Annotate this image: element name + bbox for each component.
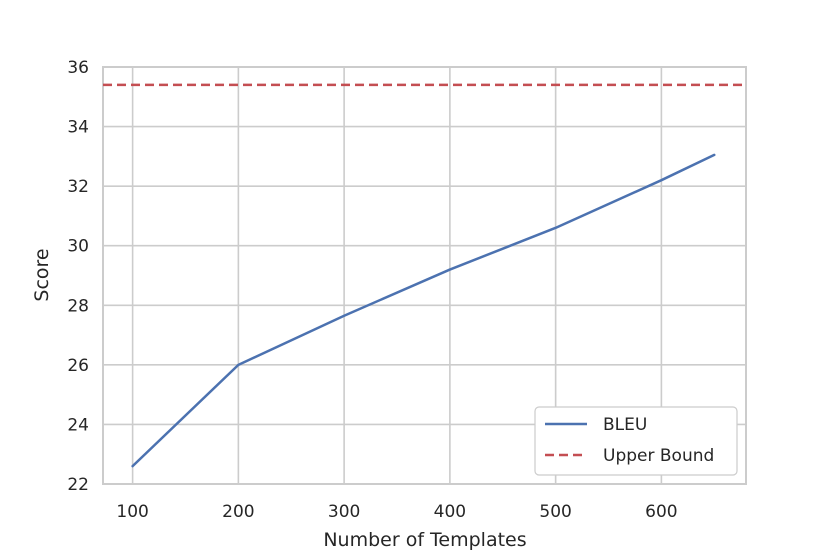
y-tick-labels: 22 24 26 28 30 32 34 36: [67, 58, 89, 495]
x-tick-label: 300: [328, 502, 360, 522]
y-tick-label: 26: [67, 356, 89, 376]
y-tick-label: 34: [67, 118, 89, 138]
x-tick-label: 100: [116, 502, 148, 522]
legend-label-upper-bound: Upper Bound: [603, 446, 714, 466]
y-tick-label: 30: [67, 237, 89, 257]
legend-label-bleu: BLEU: [603, 415, 647, 435]
series-group: [103, 83, 746, 468]
x-tick-label: 500: [539, 502, 571, 522]
y-axis-label: Score: [31, 248, 53, 301]
y-tick-label: 24: [67, 415, 89, 435]
plot-frame: [102, 66, 747, 485]
x-axis-label: Number of Templates: [323, 529, 526, 551]
x-tick-label: 600: [645, 502, 677, 522]
x-tick-label: 400: [434, 502, 466, 522]
y-tick-label: 36: [67, 58, 89, 78]
y-tick-label: 32: [67, 177, 89, 197]
legend: BLEU Upper Bound: [534, 406, 738, 476]
y-tick-label: 22: [67, 475, 89, 495]
y-tick-label: 28: [67, 296, 89, 316]
series-line-bleu: [131, 153, 716, 468]
x-tick-label: 200: [222, 502, 254, 522]
x-tick-labels: 100 200 300 400 500 600: [116, 502, 677, 522]
